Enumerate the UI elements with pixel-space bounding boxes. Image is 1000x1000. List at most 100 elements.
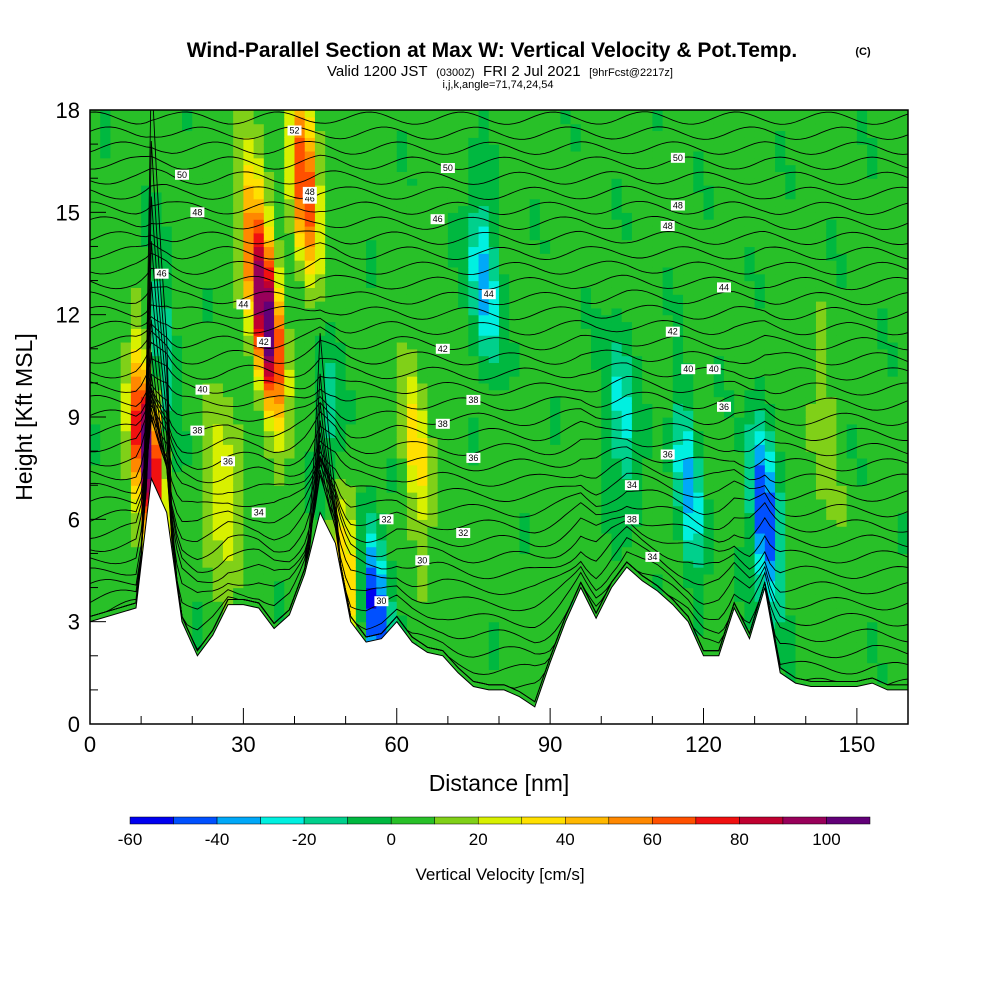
heatmap-cell bbox=[499, 205, 510, 213]
heatmap-cell bbox=[376, 287, 388, 295]
heatmap-cell bbox=[222, 376, 234, 384]
heatmap-cell bbox=[233, 225, 244, 234]
heatmap-cell bbox=[100, 471, 112, 479]
heatmap-cell bbox=[192, 307, 204, 316]
heatmap-cell bbox=[488, 280, 500, 288]
heatmap-cell bbox=[539, 608, 551, 616]
heatmap-cell bbox=[376, 539, 388, 548]
heatmap-cell bbox=[100, 321, 112, 329]
heatmap-cell bbox=[458, 185, 469, 193]
heatmap-cell bbox=[284, 376, 296, 384]
heatmap-cell bbox=[325, 301, 336, 309]
heatmap-cell bbox=[355, 451, 367, 459]
heatmap-cell bbox=[478, 150, 490, 159]
heatmap-cell bbox=[539, 314, 551, 323]
heatmap-cell bbox=[151, 471, 163, 479]
heatmap-cell bbox=[345, 382, 357, 391]
heatmap-cell bbox=[90, 369, 101, 377]
heatmap-cell bbox=[325, 164, 336, 172]
heatmap-cell bbox=[499, 219, 510, 227]
heatmap-cell bbox=[611, 553, 623, 561]
heatmap-cell bbox=[458, 539, 469, 548]
heatmap-cell bbox=[529, 601, 541, 609]
heatmap-cell bbox=[437, 567, 449, 575]
heatmap-cell bbox=[601, 178, 613, 186]
heatmap-cell bbox=[263, 110, 275, 118]
heatmap-cell bbox=[233, 485, 244, 493]
heatmap-cell bbox=[488, 464, 500, 473]
heatmap-cell bbox=[110, 328, 122, 336]
heatmap-cell bbox=[366, 430, 377, 439]
heatmap-cell bbox=[161, 144, 173, 152]
heatmap-cell bbox=[182, 519, 193, 527]
heatmap-cell bbox=[591, 532, 602, 541]
heatmap-cell bbox=[550, 594, 561, 602]
heatmap-cell bbox=[447, 130, 459, 138]
heatmap-cell bbox=[591, 587, 602, 595]
heatmap-cell bbox=[355, 130, 367, 138]
heatmap-cell bbox=[182, 178, 193, 186]
heatmap-cell bbox=[294, 369, 306, 377]
heatmap-cell bbox=[325, 362, 336, 370]
heatmap-cell bbox=[294, 341, 306, 350]
heatmap-cell bbox=[631, 171, 643, 179]
heatmap-cell bbox=[447, 178, 459, 186]
heatmap-cell bbox=[417, 307, 429, 316]
heatmap-cell bbox=[130, 150, 142, 159]
heatmap-cell bbox=[130, 335, 142, 343]
heatmap-cell bbox=[570, 212, 582, 220]
heatmap-cell bbox=[621, 253, 633, 261]
heatmap-cell bbox=[447, 348, 459, 357]
heatmap-cell bbox=[468, 560, 480, 568]
heatmap-cell bbox=[437, 321, 449, 329]
heatmap-cell bbox=[192, 164, 204, 172]
heatmap-cell bbox=[519, 191, 531, 200]
heatmap-cell bbox=[386, 137, 398, 145]
heatmap-cell bbox=[182, 553, 193, 561]
heatmap-cell bbox=[263, 239, 275, 248]
heatmap-cell bbox=[591, 553, 602, 561]
heatmap-cell bbox=[611, 512, 623, 520]
heatmap-cell bbox=[611, 526, 623, 534]
heatmap-cell bbox=[355, 382, 367, 391]
heatmap-cell bbox=[591, 601, 602, 609]
heatmap-cell bbox=[478, 546, 490, 555]
heatmap-cell bbox=[355, 307, 367, 316]
heatmap-cell bbox=[458, 444, 469, 452]
heatmap-cell bbox=[120, 498, 132, 507]
heatmap-cell bbox=[284, 560, 296, 568]
heatmap-cell bbox=[519, 621, 531, 630]
heatmap-cell bbox=[222, 246, 234, 254]
heatmap-cell bbox=[519, 219, 531, 227]
heatmap-cell bbox=[253, 532, 265, 541]
heatmap-cell bbox=[468, 280, 480, 288]
heatmap-cell bbox=[376, 212, 388, 220]
heatmap-cell bbox=[519, 266, 531, 275]
heatmap-cell bbox=[591, 478, 602, 486]
heatmap-cell bbox=[437, 266, 449, 275]
heatmap-cell bbox=[591, 225, 602, 234]
heatmap-cell bbox=[110, 587, 122, 595]
heatmap-cell bbox=[233, 594, 244, 602]
heatmap-cell bbox=[539, 335, 551, 343]
heatmap-cell bbox=[570, 110, 582, 118]
heatmap-cell bbox=[580, 294, 592, 302]
heatmap-cell bbox=[130, 246, 142, 254]
heatmap-cell bbox=[631, 144, 643, 152]
heatmap-cell bbox=[580, 205, 592, 213]
heatmap-cell bbox=[550, 362, 561, 370]
heatmap-cell bbox=[550, 437, 561, 445]
heatmap-cell bbox=[274, 485, 285, 493]
heatmap-cell bbox=[90, 321, 101, 329]
heatmap-cell bbox=[120, 369, 132, 377]
heatmap-cell bbox=[652, 519, 664, 527]
heatmap-cell bbox=[192, 171, 204, 179]
heatmap-cell bbox=[151, 219, 163, 227]
heatmap-cell bbox=[345, 594, 357, 602]
heatmap-cell bbox=[335, 532, 347, 541]
heatmap-cell bbox=[366, 348, 377, 357]
heatmap-cell bbox=[366, 457, 377, 466]
heatmap-cell bbox=[550, 478, 561, 486]
heatmap-cell bbox=[171, 205, 183, 213]
heatmap-cell bbox=[222, 587, 234, 595]
